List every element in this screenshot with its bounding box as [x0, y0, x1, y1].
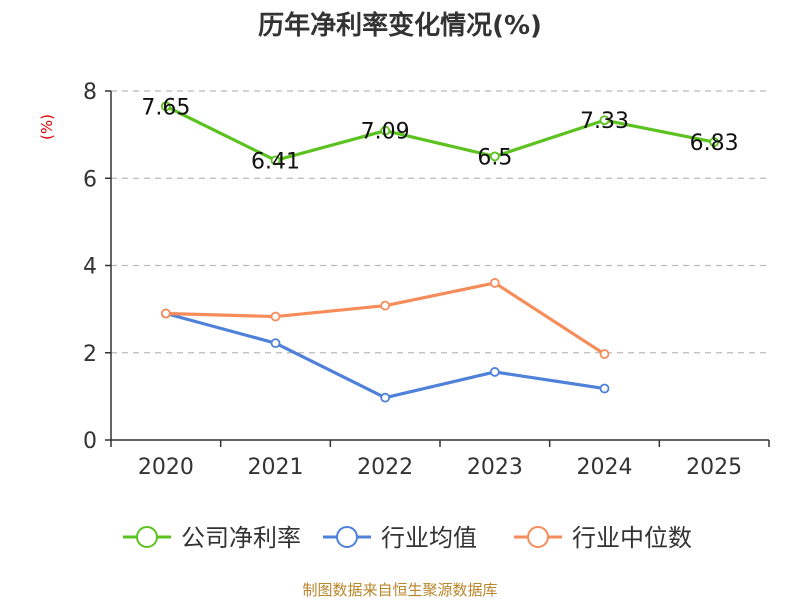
data-label-2024: 7.33	[580, 109, 629, 134]
series-0-point-2024	[599, 115, 610, 126]
series-lines	[160, 101, 720, 403]
series-line-0	[164, 104, 716, 162]
y-tick-label-4: 4	[83, 255, 97, 280]
axes: 0 2 4 6 8 2020 2021 2022 2023 2024 2025	[83, 80, 770, 480]
x-tick-label-2022: 2022	[357, 455, 413, 480]
y-tick-label-6: 6	[83, 167, 97, 192]
series-2-point-2021	[270, 311, 281, 322]
x-tick-label-2023: 2023	[467, 455, 523, 480]
legend-label-2: 行业中位数	[572, 524, 692, 552]
data-label-2021: 6.41	[251, 149, 300, 174]
series-1-point-2021	[270, 338, 281, 349]
series-0-point-2022	[380, 125, 391, 136]
series-2-point-2023	[489, 278, 500, 288]
legend-marker-1	[336, 526, 358, 548]
y-tick-label-0: 0	[83, 429, 97, 454]
data-label-2022: 7.09	[361, 120, 410, 145]
legend[interactable]: 公司净利率 行业均值 行业中位数	[123, 524, 692, 552]
data-label-2025: 6.83	[690, 131, 739, 156]
series-0-point-2021	[270, 155, 281, 166]
x-tick-label-2025: 2025	[686, 455, 742, 480]
y-tick-label-8: 8	[83, 80, 97, 105]
source-note: 制图数据来自恒生聚源数据库	[302, 581, 497, 599]
series-2-point-2022	[380, 300, 391, 311]
chart-title: 历年净利率变化情况(%)	[258, 10, 542, 41]
series-line-1	[164, 311, 607, 400]
legend-item-2[interactable]: 行业中位数	[514, 524, 692, 552]
legend-marker-0	[136, 526, 158, 548]
x-tick-label-2024: 2024	[577, 455, 633, 480]
series-2-point-2024	[599, 349, 610, 359]
series-0-point-2020	[160, 101, 171, 112]
legend-label-0: 公司净利率	[181, 524, 301, 552]
x-tick-label-2021: 2021	[248, 455, 304, 480]
legend-marker-2	[527, 526, 549, 548]
series-0-point-2023	[489, 151, 500, 162]
y-axis-label: (%)	[38, 114, 56, 140]
x-tick-label-2020: 2020	[138, 455, 194, 480]
legend-item-0[interactable]: 公司净利率	[123, 524, 301, 552]
series-1-point-2022	[380, 392, 391, 403]
series-1-point-2024	[599, 383, 610, 394]
legend-label-1: 行业均值	[381, 524, 477, 552]
data-label-2023: 6.5	[477, 145, 512, 170]
series-1-point-2023	[489, 367, 500, 377]
series-0-point-2025	[709, 137, 720, 147]
y-tick-label-2: 2	[83, 342, 97, 367]
data-labels: 7.65 6.41 7.09 6.5 7.33 6.83	[141, 95, 738, 174]
series-2-point-2020	[160, 308, 171, 319]
series-line-2	[164, 281, 607, 356]
legend-item-1[interactable]: 行业均值	[323, 524, 477, 552]
data-label-2020: 7.65	[141, 95, 190, 120]
